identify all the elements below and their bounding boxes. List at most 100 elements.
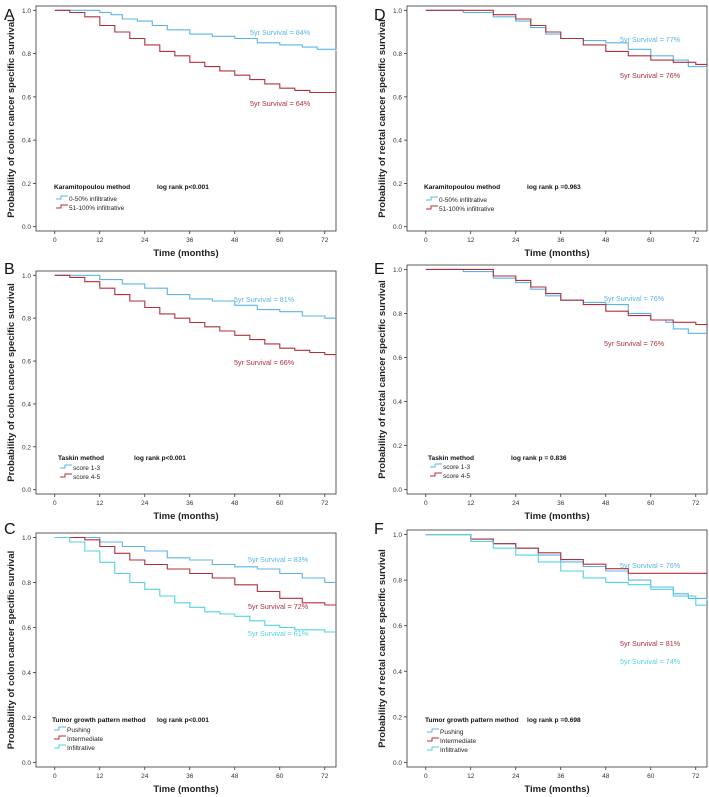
y-tick-label: 0.8 bbox=[22, 580, 31, 587]
logrank-label: log rank p<0.001 bbox=[157, 184, 209, 191]
logrank-label: log rank p<0.001 bbox=[134, 455, 186, 462]
x-tick-label: 0 bbox=[424, 773, 428, 780]
panel-c: C 0.0 0.2 0.4 0.6 0.8 1.0 0 12 24 36 48 60 72 Time (mo… bbox=[4, 521, 337, 795]
legend-label: score 4-5 bbox=[443, 473, 470, 480]
panel-letter: C bbox=[4, 521, 16, 538]
y-tick-label: 0.0 bbox=[393, 487, 402, 494]
legend-swatch bbox=[426, 196, 438, 201]
x-tick-label: 12 bbox=[96, 500, 104, 507]
survival-curve-pushing bbox=[54, 536, 336, 584]
survival-annotation: 5yr Survival = 81% bbox=[234, 295, 295, 304]
y-tick-label: 0.0 bbox=[22, 760, 31, 767]
x-tick-label: 48 bbox=[231, 773, 239, 780]
survival-curve-0-50-infiltrative bbox=[54, 9, 337, 52]
x-tick-label: 72 bbox=[321, 773, 329, 780]
y-tick-label: 0.6 bbox=[22, 359, 31, 366]
survival-annotation: 5yr Survival = 61% bbox=[248, 629, 309, 638]
panel-letter: B bbox=[4, 261, 15, 278]
panel-letter: D bbox=[374, 7, 386, 24]
x-tick-label: 0 bbox=[53, 237, 57, 244]
plot-frame bbox=[35, 532, 337, 768]
logrank-label: log rank p = 0.836 bbox=[511, 455, 567, 462]
legend-swatch bbox=[60, 464, 72, 469]
survival-annotation: 5yr Survival = 66% bbox=[234, 358, 295, 367]
legend-label: score 4-5 bbox=[73, 474, 100, 481]
method-label: Tumor growth pattern method bbox=[425, 717, 519, 724]
y-tick-label: 0.2 bbox=[393, 714, 402, 721]
legend-label: Intermediate bbox=[67, 736, 104, 743]
legend-swatch bbox=[426, 205, 438, 210]
y-tick-label: 0.0 bbox=[22, 487, 31, 494]
x-tick-label: 48 bbox=[231, 237, 239, 244]
logrank-label: log rank p<0.001 bbox=[157, 717, 209, 724]
x-tick-label: 60 bbox=[647, 237, 655, 244]
x-axis-label: Time (months) bbox=[153, 511, 218, 522]
x-tick-label: 36 bbox=[186, 773, 194, 780]
legend-label: 51-100% infiltrative bbox=[439, 206, 495, 213]
survival-annotation: 5yr Survival = 72% bbox=[248, 602, 309, 611]
survival-curve-infiltrative bbox=[425, 534, 707, 606]
x-tick-label: 72 bbox=[692, 237, 700, 244]
x-tick-label: 72 bbox=[321, 237, 329, 244]
legend-label: Infiltrative bbox=[67, 745, 95, 752]
panel-d: D 0.0 0.2 0.4 0.6 0.8 1.0 0 12 24 36 48 60 72 Time (mo… bbox=[374, 5, 708, 259]
legend-label: Pushing bbox=[67, 727, 91, 734]
method-label: Taskin method bbox=[428, 455, 474, 462]
x-tick-label: 60 bbox=[276, 237, 284, 244]
x-tick-label: 12 bbox=[467, 773, 475, 780]
x-tick-label: 24 bbox=[512, 773, 520, 780]
plot-frame bbox=[35, 5, 337, 232]
panel-letter: A bbox=[4, 7, 15, 24]
x-tick-label: 0 bbox=[424, 237, 428, 244]
x-tick-label: 60 bbox=[647, 500, 655, 507]
x-tick-label: 48 bbox=[602, 773, 610, 780]
legend-swatch bbox=[427, 728, 439, 733]
panel-b: B 0.0 0.2 0.4 0.6 0.8 1.0 0 12 24 36 48 60 72 Time (mo… bbox=[4, 261, 337, 522]
survival-annotation: 5yr Survival = 83% bbox=[248, 555, 309, 564]
legend-swatch bbox=[60, 473, 72, 478]
x-tick-label: 0 bbox=[53, 500, 57, 507]
y-tick-label: 0.0 bbox=[393, 760, 402, 767]
survival-annotation: 5yr Survival = 76% bbox=[604, 339, 665, 348]
y-tick-label: 0.2 bbox=[22, 715, 31, 722]
x-axis-label: Time (months) bbox=[524, 784, 589, 795]
y-tick-label: 0.4 bbox=[22, 138, 31, 145]
survival-annotation: 5yr Survival = 84% bbox=[250, 28, 311, 37]
y-axis-label: Probability of rectal cancer specific su… bbox=[377, 19, 388, 218]
survival-curve-intermediate bbox=[425, 534, 707, 574]
method-label: Tumor growth pattern method bbox=[52, 717, 146, 724]
x-tick-label: 36 bbox=[557, 237, 565, 244]
logrank-label: log rank p =0.698 bbox=[527, 717, 581, 724]
legend-swatch bbox=[54, 744, 66, 749]
x-axis-label: Time (months) bbox=[524, 248, 589, 259]
x-tick-label: 36 bbox=[186, 500, 194, 507]
y-tick-label: 0.0 bbox=[22, 224, 31, 231]
y-tick-label: 0.4 bbox=[22, 670, 31, 677]
y-tick-label: 0.6 bbox=[393, 623, 402, 630]
x-tick-label: 0 bbox=[424, 500, 428, 507]
x-tick-label: 48 bbox=[602, 500, 610, 507]
y-tick-label: 0.8 bbox=[393, 51, 402, 58]
y-tick-label: 1.0 bbox=[393, 532, 402, 539]
y-tick-label: 0.4 bbox=[393, 669, 402, 676]
survival-annotation: 5yr Survival = 64% bbox=[250, 99, 311, 108]
x-tick-label: 24 bbox=[512, 237, 520, 244]
survival-curve-51-100-infiltrative bbox=[425, 9, 708, 67]
survival-curve-score-4-5 bbox=[425, 268, 708, 327]
method-label: Karamitopoulou method bbox=[424, 184, 500, 191]
x-tick-label: 72 bbox=[321, 500, 329, 507]
x-tick-label: 12 bbox=[96, 773, 104, 780]
survival-annotation: 5yr Survival = 76% bbox=[604, 294, 665, 303]
x-tick-label: 24 bbox=[141, 500, 149, 507]
logrank-label: log rank p =0.963 bbox=[527, 184, 581, 191]
legend-swatch bbox=[54, 726, 66, 731]
x-tick-label: 60 bbox=[276, 500, 284, 507]
panel-f: F 0.0 0.2 0.4 0.6 0.8 1.0 0 12 24 36 48 60 72 Time (mo… bbox=[374, 521, 708, 795]
method-label: Taskin method bbox=[58, 455, 104, 462]
x-tick-label: 12 bbox=[467, 237, 475, 244]
survival-annotation: 5yr Survival = 81% bbox=[620, 639, 681, 648]
x-axis-label: Time (months) bbox=[524, 511, 589, 522]
y-tick-label: 0.2 bbox=[22, 181, 31, 188]
y-tick-label: 0.8 bbox=[22, 316, 31, 323]
